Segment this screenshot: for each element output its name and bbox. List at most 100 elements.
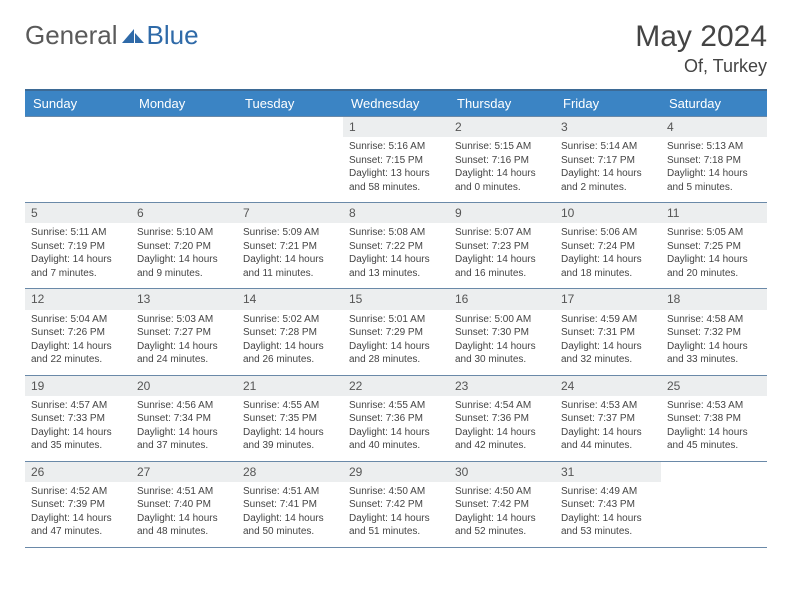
calendar-cell: 29 Sunrise: 4:50 AMSunset: 7:42 PMDayligh… bbox=[343, 461, 449, 548]
daylight-line: Daylight: 14 hours and 51 minutes. bbox=[349, 512, 443, 539]
sunset-line: Sunset: 7:23 PM bbox=[455, 240, 549, 254]
day-number: 25 bbox=[661, 376, 767, 396]
day-number: 5 bbox=[25, 203, 131, 223]
daylight-line: Daylight: 14 hours and 39 minutes. bbox=[243, 426, 337, 453]
calendar-grid: 1Sunrise: 5:16 AMSunset: 7:15 PMDaylight… bbox=[25, 116, 767, 548]
brand-logo: General Blue bbox=[25, 20, 199, 51]
sunset-line: Sunset: 7:26 PM bbox=[31, 326, 125, 340]
sunset-line: Sunset: 7:37 PM bbox=[561, 412, 655, 426]
daylight-line: Daylight: 14 hours and 42 minutes. bbox=[455, 426, 549, 453]
day-number: 28 bbox=[237, 462, 343, 482]
sunset-line: Sunset: 7:15 PM bbox=[349, 154, 443, 168]
calendar-cell: 2Sunrise: 5:15 AMSunset: 7:16 PMDaylight… bbox=[449, 116, 555, 202]
calendar-cell: 7Sunrise: 5:09 AMSunset: 7:21 PMDaylight… bbox=[237, 202, 343, 288]
day-number: 12 bbox=[25, 289, 131, 309]
sunrise-line: Sunrise: 5:05 AM bbox=[667, 226, 761, 240]
calendar-cell: 30Sunrise: 4:50 AMSunset: 7:42 PMDayligh… bbox=[449, 461, 555, 548]
day-number: 4 bbox=[661, 117, 767, 137]
sunrise-line: Sunrise: 4:50 AM bbox=[455, 485, 549, 499]
sunset-line: Sunset: 7:24 PM bbox=[561, 240, 655, 254]
sunset-line: Sunset: 7:42 PM bbox=[349, 498, 443, 512]
daylight-line: Daylight: 14 hours and 44 minutes. bbox=[561, 426, 655, 453]
day-number: 16 bbox=[449, 289, 555, 309]
daylight-line: Daylight: 14 hours and 52 minutes. bbox=[455, 512, 549, 539]
sunset-line: Sunset: 7:22 PM bbox=[349, 240, 443, 254]
sunset-line: Sunset: 7:32 PM bbox=[667, 326, 761, 340]
sunrise-line: Sunrise: 4:51 AM bbox=[137, 485, 231, 499]
day-number bbox=[237, 117, 343, 137]
day-number: 23 bbox=[449, 376, 555, 396]
sunrise-line: Sunrise: 5:07 AM bbox=[455, 226, 549, 240]
day-number: 21 bbox=[237, 376, 343, 396]
sunset-line: Sunset: 7:17 PM bbox=[561, 154, 655, 168]
daylight-line: Daylight: 14 hours and 45 minutes. bbox=[667, 426, 761, 453]
calendar-cell: 13Sunrise: 5:03 AMSunset: 7:27 PMDayligh… bbox=[131, 288, 237, 374]
day-number: 11 bbox=[661, 203, 767, 223]
sunset-line: Sunset: 7:41 PM bbox=[243, 498, 337, 512]
calendar-cell: 3Sunrise: 5:14 AMSunset: 7:17 PMDaylight… bbox=[555, 116, 661, 202]
daylight-line: Daylight: 14 hours and 2 minutes. bbox=[561, 167, 655, 194]
sunset-line: Sunset: 7:34 PM bbox=[137, 412, 231, 426]
weekday-label: Wednesday bbox=[343, 91, 449, 116]
calendar-cell: 27Sunrise: 4:51 AMSunset: 7:40 PMDayligh… bbox=[131, 461, 237, 548]
weekday-label: Saturday bbox=[661, 91, 767, 116]
daylight-line: Daylight: 14 hours and 37 minutes. bbox=[137, 426, 231, 453]
sunset-line: Sunset: 7:33 PM bbox=[31, 412, 125, 426]
daylight-line: Daylight: 13 hours and 58 minutes. bbox=[349, 167, 443, 194]
sunrise-line: Sunrise: 4:58 AM bbox=[667, 313, 761, 327]
header: General Blue May 2024 Of, Turkey bbox=[25, 20, 767, 77]
calendar-cell: 1Sunrise: 5:16 AMSunset: 7:15 PMDaylight… bbox=[343, 116, 449, 202]
daylight-line: Daylight: 14 hours and 7 minutes. bbox=[31, 253, 125, 280]
day-number bbox=[25, 117, 131, 137]
sunrise-line: Sunrise: 4:54 AM bbox=[455, 399, 549, 413]
sunrise-line: Sunrise: 4:59 AM bbox=[561, 313, 655, 327]
calendar-cell bbox=[131, 116, 237, 202]
sunrise-line: Sunrise: 4:52 AM bbox=[31, 485, 125, 499]
calendar-cell: 8Sunrise: 5:08 AMSunset: 7:22 PMDaylight… bbox=[343, 202, 449, 288]
calendar-cell: 22Sunrise: 4:55 AMSunset: 7:36 PMDayligh… bbox=[343, 375, 449, 461]
sunrise-line: Sunrise: 4:55 AM bbox=[349, 399, 443, 413]
daylight-line: Daylight: 14 hours and 50 minutes. bbox=[243, 512, 337, 539]
day-number: 9 bbox=[449, 203, 555, 223]
calendar-cell: 28Sunrise: 4:51 AMSunset: 7:41 PMDayligh… bbox=[237, 461, 343, 548]
daylight-line: Daylight: 14 hours and 28 minutes. bbox=[349, 340, 443, 367]
sunrise-line: Sunrise: 4:50 AM bbox=[349, 485, 443, 499]
location: Of, Turkey bbox=[635, 56, 767, 77]
sunrise-line: Sunrise: 5:06 AM bbox=[561, 226, 655, 240]
sunrise-line: Sunrise: 4:55 AM bbox=[243, 399, 337, 413]
daylight-line: Daylight: 14 hours and 24 minutes. bbox=[137, 340, 231, 367]
sunset-line: Sunset: 7:31 PM bbox=[561, 326, 655, 340]
weekday-label: Sunday bbox=[25, 91, 131, 116]
day-number: 29 bbox=[343, 462, 449, 482]
calendar-cell: 16Sunrise: 5:00 AMSunset: 7:30 PMDayligh… bbox=[449, 288, 555, 374]
sunset-line: Sunset: 7:40 PM bbox=[137, 498, 231, 512]
day-number: 20 bbox=[131, 376, 237, 396]
daylight-line: Daylight: 14 hours and 35 minutes. bbox=[31, 426, 125, 453]
sunrise-line: Sunrise: 4:49 AM bbox=[561, 485, 655, 499]
sunrise-line: Sunrise: 5:15 AM bbox=[455, 140, 549, 154]
sunrise-line: Sunrise: 5:01 AM bbox=[349, 313, 443, 327]
daylight-line: Daylight: 14 hours and 47 minutes. bbox=[31, 512, 125, 539]
calendar-cell: 23Sunrise: 4:54 AMSunset: 7:36 PMDayligh… bbox=[449, 375, 555, 461]
weekday-label: Monday bbox=[131, 91, 237, 116]
sunrise-line: Sunrise: 5:14 AM bbox=[561, 140, 655, 154]
calendar-cell: 11Sunrise: 5:05 AMSunset: 7:25 PMDayligh… bbox=[661, 202, 767, 288]
sunrise-line: Sunrise: 5:04 AM bbox=[31, 313, 125, 327]
calendar-cell: 9Sunrise: 5:07 AMSunset: 7:23 PMDaylight… bbox=[449, 202, 555, 288]
weekday-label: Tuesday bbox=[237, 91, 343, 116]
calendar-cell bbox=[25, 116, 131, 202]
day-number: 26 bbox=[25, 462, 131, 482]
calendar-cell: 15Sunrise: 5:01 AMSunset: 7:29 PMDayligh… bbox=[343, 288, 449, 374]
sunset-line: Sunset: 7:19 PM bbox=[31, 240, 125, 254]
calendar-cell: 4Sunrise: 5:13 AMSunset: 7:18 PMDaylight… bbox=[661, 116, 767, 202]
sunrise-line: Sunrise: 4:56 AM bbox=[137, 399, 231, 413]
sunset-line: Sunset: 7:36 PM bbox=[349, 412, 443, 426]
daylight-line: Daylight: 14 hours and 48 minutes. bbox=[137, 512, 231, 539]
calendar-cell: 5Sunrise: 5:11 AMSunset: 7:19 PMDaylight… bbox=[25, 202, 131, 288]
calendar-cell: 19Sunrise: 4:57 AMSunset: 7:33 PMDayligh… bbox=[25, 375, 131, 461]
sunset-line: Sunset: 7:30 PM bbox=[455, 326, 549, 340]
sunset-line: Sunset: 7:29 PM bbox=[349, 326, 443, 340]
day-number bbox=[131, 117, 237, 137]
sunset-line: Sunset: 7:16 PM bbox=[455, 154, 549, 168]
brand-part1: General bbox=[25, 20, 118, 51]
